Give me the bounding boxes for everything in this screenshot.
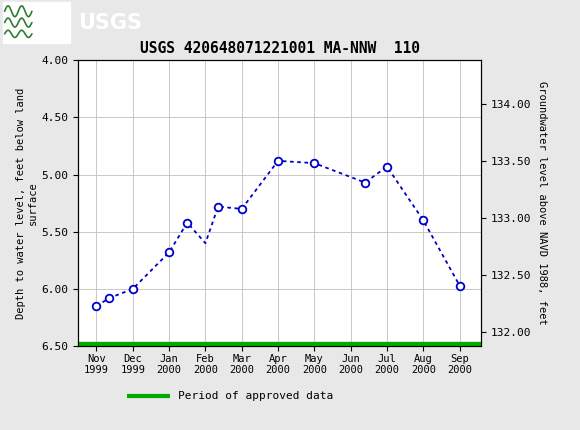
Y-axis label: Groundwater level above NAVD 1988, feet: Groundwater level above NAVD 1988, feet <box>537 81 547 325</box>
Y-axis label: Depth to water level, feet below land
surface: Depth to water level, feet below land su… <box>16 88 38 319</box>
Text: USGS: USGS <box>78 12 142 33</box>
Text: Period of approved data: Period of approved data <box>179 390 334 401</box>
Title: USGS 420648071221001 MA-NNW  110: USGS 420648071221001 MA-NNW 110 <box>140 41 420 56</box>
